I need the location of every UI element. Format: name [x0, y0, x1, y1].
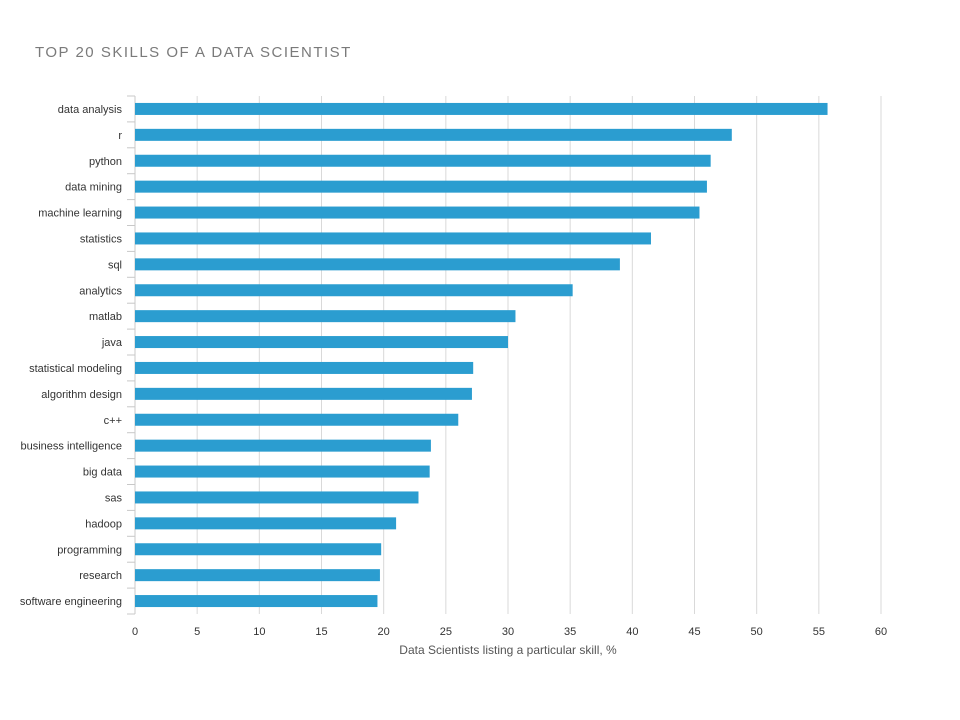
category-label: analytics	[79, 285, 122, 297]
bar	[135, 491, 419, 504]
x-tick-label: 55	[813, 626, 825, 638]
category-label: statistical modeling	[29, 363, 122, 375]
category-label: hadoop	[85, 518, 122, 530]
category-label: data analysis	[58, 104, 123, 116]
x-axis-title: Data Scientists listing a particular ski…	[399, 643, 617, 657]
category-label: java	[101, 337, 123, 349]
bar	[135, 128, 732, 141]
x-tick-label: 50	[751, 626, 763, 638]
x-tick-labels: 0 5 10 15 20 25 30 35 40 45 50 55 60	[132, 626, 887, 638]
x-tick-label: 15	[315, 626, 327, 638]
bar	[135, 154, 711, 167]
category-label: programming	[57, 544, 122, 556]
x-tick-label: 5	[194, 626, 200, 638]
x-tick-label: 35	[564, 626, 576, 638]
x-tick-label: 25	[440, 626, 452, 638]
bar	[135, 180, 707, 193]
category-labels: data analysis r python data mining machine l…	[20, 104, 123, 608]
category-label: sql	[108, 259, 122, 271]
category-label: algorithm design	[41, 389, 122, 401]
category-label: statistics	[80, 233, 123, 245]
chart-title: TOP 20 SKILLS OF A DATA SCIENTIST	[35, 44, 352, 61]
bar	[135, 310, 516, 323]
category-label: sas	[105, 492, 123, 504]
category-label: software engineering	[20, 596, 122, 608]
bar	[135, 595, 378, 608]
category-label: matlab	[89, 311, 122, 323]
category-label: big data	[83, 467, 123, 479]
category-label: business intelligence	[20, 441, 122, 453]
bar	[135, 284, 573, 297]
bars	[135, 102, 828, 608]
category-label: data mining	[65, 182, 122, 194]
bar	[135, 543, 382, 556]
x-tick-label: 0	[132, 626, 138, 638]
category-label: python	[89, 156, 122, 168]
bar	[135, 206, 700, 219]
bar	[135, 102, 828, 115]
x-tick-label: 30	[502, 626, 514, 638]
bar	[135, 336, 508, 349]
bar	[135, 465, 430, 478]
x-tick-label: 40	[626, 626, 638, 638]
category-label: research	[79, 570, 122, 582]
bar	[135, 517, 397, 530]
bar	[135, 387, 472, 400]
bar	[135, 413, 459, 426]
x-tick-label: 20	[378, 626, 390, 638]
bar	[135, 232, 651, 245]
bar	[135, 361, 474, 374]
grid-lines	[127, 95, 882, 615]
x-tick-label: 60	[875, 626, 887, 638]
x-tick-label: 10	[253, 626, 265, 638]
bar	[135, 258, 620, 271]
bar	[135, 569, 380, 582]
x-tick-label: 45	[688, 626, 700, 638]
category-label: machine learning	[38, 208, 122, 220]
category-label: r	[118, 130, 122, 142]
bar	[135, 439, 431, 452]
category-label: c++	[104, 415, 122, 427]
